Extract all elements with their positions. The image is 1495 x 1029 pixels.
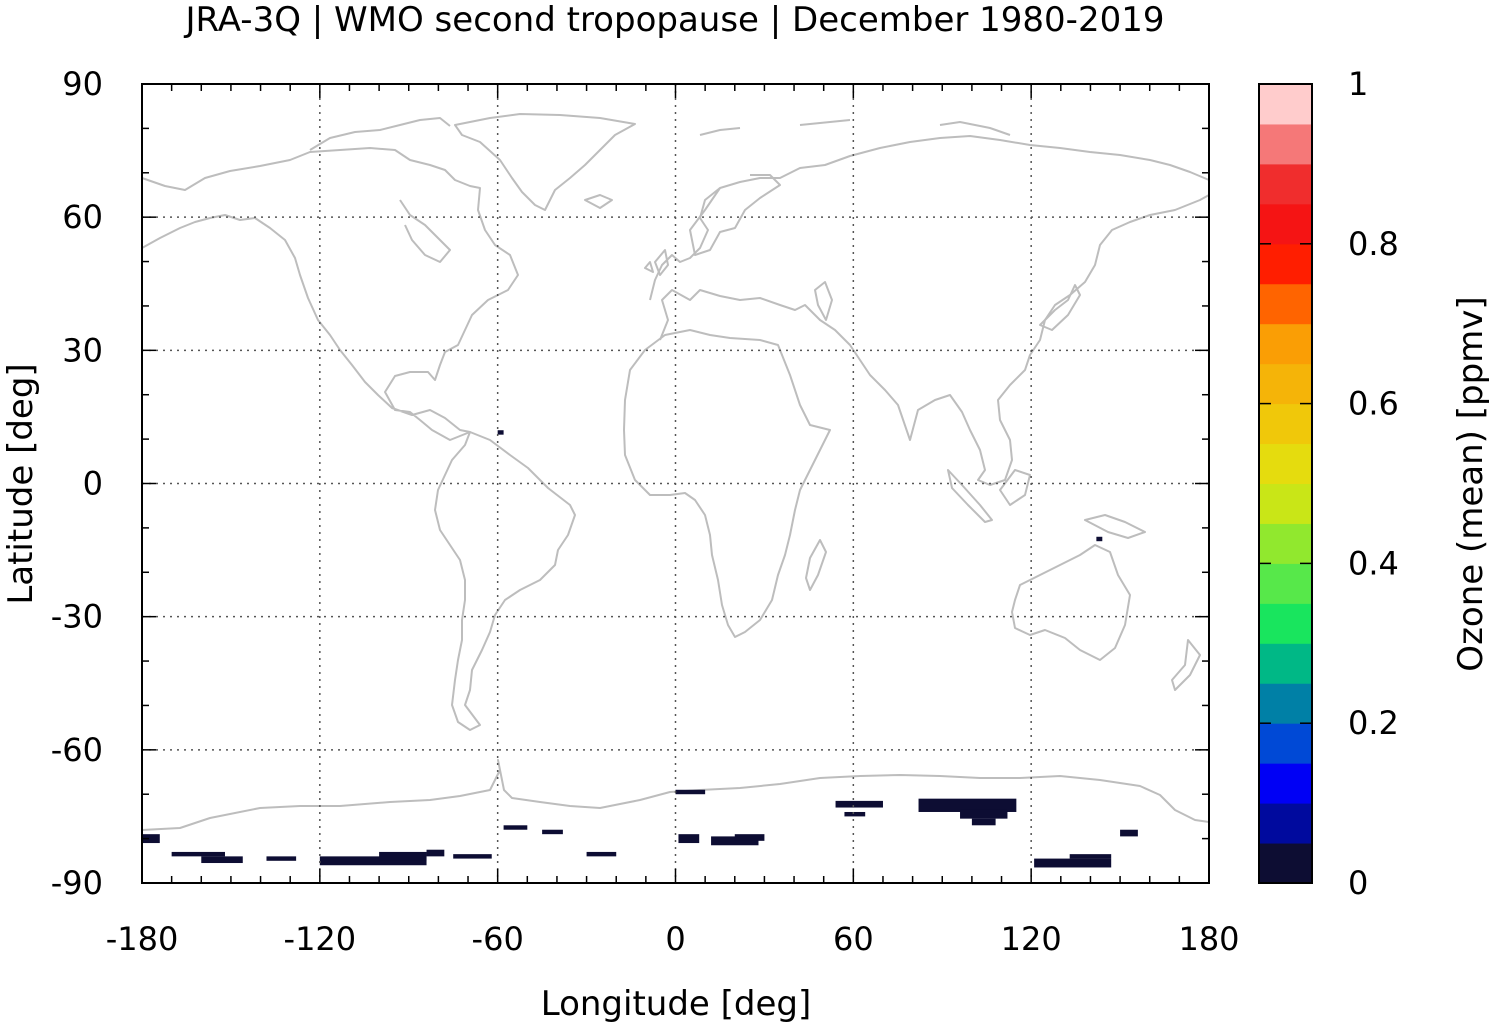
coastline-south-america bbox=[434, 431, 576, 731]
coastline-eurasia bbox=[649, 135, 1210, 486]
colorbar-level bbox=[1259, 283, 1312, 325]
x-axis-label: Longitude [deg] bbox=[541, 984, 812, 1024]
x-tick-label: 120 bbox=[1001, 920, 1062, 958]
x-tick-label: 60 bbox=[833, 920, 874, 958]
ozone-patch-21 bbox=[1069, 854, 1112, 859]
colorbar-level bbox=[1259, 803, 1312, 844]
colorbar-tick-label: 0.6 bbox=[1348, 385, 1399, 423]
ozone-patch-8 bbox=[503, 825, 528, 830]
ozone-patch-0 bbox=[142, 834, 160, 844]
coastline-new-guinea bbox=[1084, 514, 1146, 539]
coastline-sumatra bbox=[947, 469, 993, 523]
ozone-patch-17 bbox=[918, 798, 1017, 812]
coastlines bbox=[141, 113, 1210, 831]
coastline-antarctica bbox=[141, 759, 1210, 831]
coastline-scandinavia bbox=[689, 174, 781, 256]
coastline-iceland bbox=[584, 194, 613, 209]
colorbar-tick-label: 1 bbox=[1348, 65, 1368, 103]
coastline-borneo bbox=[999, 469, 1031, 506]
chart-title: JRA-3Q | WMO second tropopause | Decembe… bbox=[184, 0, 1165, 40]
colorbar-level bbox=[1259, 84, 1312, 125]
ozone-patch-20 bbox=[1034, 858, 1112, 868]
y-tick-label: -90 bbox=[51, 864, 103, 902]
ozone-patch-16 bbox=[844, 811, 866, 817]
colorbar-level bbox=[1259, 123, 1312, 165]
ozone-patch-19 bbox=[971, 818, 996, 826]
y-axis-label: Latitude [deg] bbox=[1, 363, 41, 604]
x-axis: -180 -120 -60 0 60 120 180 bbox=[106, 920, 1240, 958]
coastline-north-america bbox=[141, 147, 519, 441]
colorbar-level bbox=[1259, 603, 1312, 644]
colorbar-level bbox=[1259, 843, 1312, 884]
ozone-patch-22 bbox=[1120, 829, 1138, 837]
y-tick-label: 0 bbox=[83, 465, 103, 503]
ozone-patch-4 bbox=[319, 856, 427, 866]
colorbar-tick-label: 0.8 bbox=[1348, 225, 1399, 263]
map-plot-area bbox=[141, 83, 1210, 884]
x-tick-label: -120 bbox=[284, 920, 357, 958]
ozone-data-patches bbox=[142, 430, 1138, 868]
y-tick-label: -30 bbox=[51, 598, 103, 636]
coastline-caspian bbox=[814, 281, 833, 321]
colorbar-level bbox=[1259, 403, 1312, 445]
coastline-greenland bbox=[454, 113, 636, 211]
minor-ticks bbox=[141, 83, 1210, 884]
colorbar-level bbox=[1259, 443, 1312, 484]
coastline-hudson-bay bbox=[399, 199, 451, 263]
ozone-patch-9 bbox=[542, 829, 563, 835]
ozone-patch-6 bbox=[426, 849, 445, 857]
x-tick-label: 180 bbox=[1178, 920, 1239, 958]
colorbar-tick-label: 0 bbox=[1348, 864, 1368, 902]
y-tick-label: 30 bbox=[62, 331, 103, 369]
colorbar-level bbox=[1259, 683, 1312, 724]
colorbar-level bbox=[1259, 363, 1312, 405]
ozone-patch-12 bbox=[678, 834, 700, 844]
x-tick-label: 0 bbox=[665, 920, 685, 958]
ozone-patch-2 bbox=[201, 856, 243, 864]
colorbar: 1 0.8 0.6 0.4 0.2 0 bbox=[1258, 65, 1399, 902]
colorbar-level bbox=[1259, 643, 1312, 684]
y-tick-label: 60 bbox=[62, 198, 103, 236]
ozone-patch-1 bbox=[171, 851, 225, 857]
colorbar-level bbox=[1259, 323, 1312, 365]
y-tick-label: 90 bbox=[62, 65, 103, 103]
colorbar-frame bbox=[1258, 83, 1313, 884]
ozone-patch-7 bbox=[453, 854, 492, 859]
colorbar-level bbox=[1259, 763, 1312, 804]
coastline-australia bbox=[1011, 544, 1131, 661]
ozone-patch-15 bbox=[835, 800, 883, 808]
ozone-patch-10 bbox=[586, 851, 617, 857]
ozone-patch-14 bbox=[734, 834, 765, 841]
gridlines bbox=[142, 84, 1209, 883]
ozone-patch-24 bbox=[1096, 536, 1103, 542]
ozone-patch-18 bbox=[960, 809, 1008, 819]
ozone-patch-23 bbox=[497, 430, 504, 435]
colorbar-tick-label: 0.4 bbox=[1348, 544, 1399, 582]
y-tick-label: -60 bbox=[51, 731, 103, 769]
coastline-new-zealand bbox=[1171, 639, 1201, 691]
coastline-japan bbox=[1039, 284, 1081, 331]
coastline-british-isles bbox=[644, 249, 669, 276]
colorbar-level bbox=[1259, 483, 1312, 524]
coastline-madagascar bbox=[805, 539, 827, 591]
colorbar-level bbox=[1259, 243, 1312, 285]
x-tick-label: -180 bbox=[106, 920, 179, 958]
y-axis: 90 60 30 0 -30 -60 -90 bbox=[51, 65, 103, 902]
colorbar-level bbox=[1259, 203, 1312, 245]
colorbar-tick-label: 0.2 bbox=[1348, 704, 1399, 742]
coastline-arctic-islands bbox=[309, 117, 1011, 151]
coastline-africa bbox=[623, 329, 831, 638]
colorbar-level bbox=[1259, 723, 1312, 764]
ozone-patch-5 bbox=[379, 851, 427, 861]
colorbar-level bbox=[1259, 163, 1312, 205]
x-tick-label: -60 bbox=[472, 920, 524, 958]
colorbar-level bbox=[1259, 563, 1312, 604]
colorbar-label: Ozone (mean) [ppmv] bbox=[1451, 296, 1491, 671]
ozone-patch-3 bbox=[266, 856, 297, 861]
ozone-patch-11 bbox=[675, 789, 706, 795]
colorbar-level bbox=[1259, 523, 1312, 564]
